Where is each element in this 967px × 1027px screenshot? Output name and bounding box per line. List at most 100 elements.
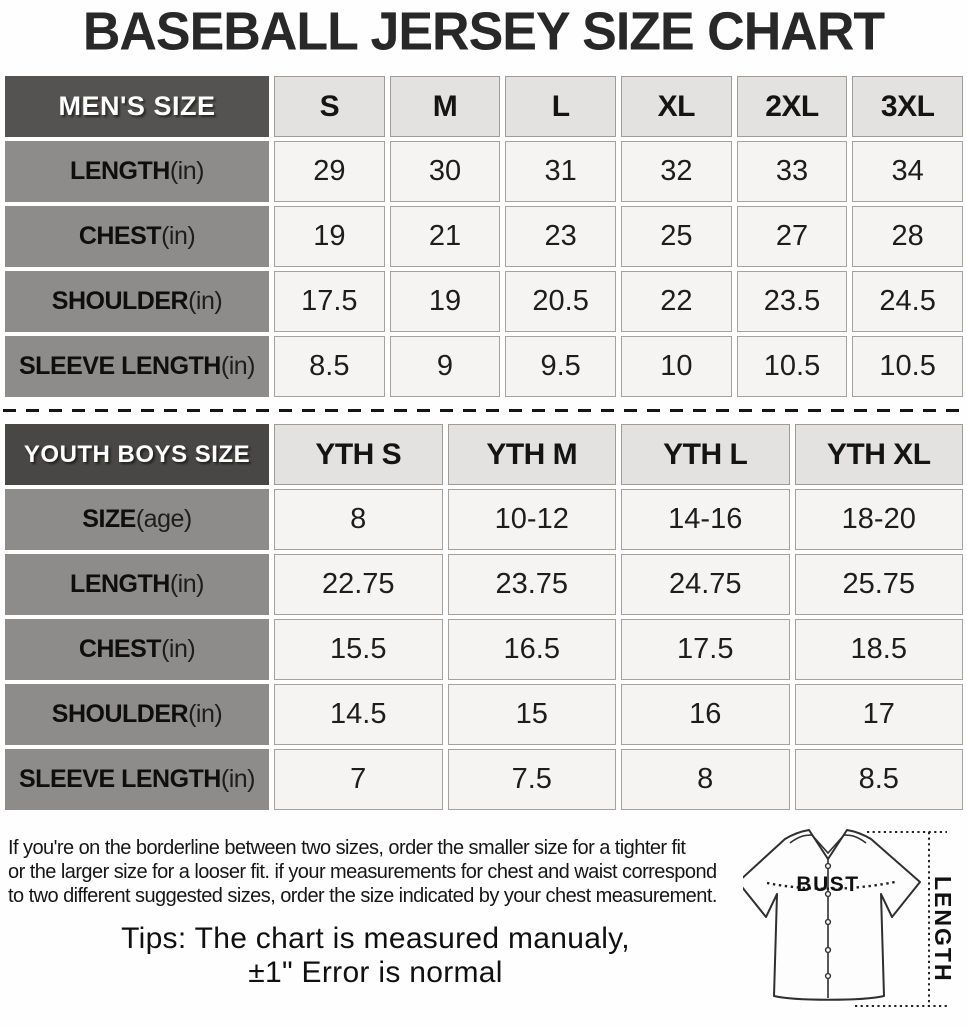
page-title: BASEBALL JERSEY SIZE CHART xyxy=(82,2,885,62)
mens-shoulder-3xl: 24.5 xyxy=(852,271,963,332)
youth-row-header-length: LENGTH (in) xyxy=(5,554,269,615)
row-label: SLEEVE LENGTH xyxy=(19,352,221,380)
bust-label: BUST xyxy=(796,873,859,896)
jersey-illustration: BUST LENGTH xyxy=(737,829,956,1007)
youth-length-l: 24.75 xyxy=(621,554,790,615)
youth-size-l: 14-16 xyxy=(621,489,790,550)
mens-col-header-3xl: 3XL xyxy=(852,76,963,137)
note-line-2: or the larger size for a looser fit. if … xyxy=(8,861,717,883)
row-unit: (in) xyxy=(169,570,205,598)
mens-row-header-length: LENGTH (in) xyxy=(5,141,269,202)
youth-chest-xl: 18.5 xyxy=(794,619,963,680)
row-unit: (in) xyxy=(220,765,256,793)
size-note: If you're on the borderline between two … xyxy=(8,826,743,1013)
mens-chest-xl: 25 xyxy=(620,206,732,267)
mens-shoulder-s: 17.5 xyxy=(274,271,385,332)
youth-sleeve-s: 7 xyxy=(274,749,443,810)
dashed-divider xyxy=(3,409,964,412)
youth-shoulder-l: 16 xyxy=(621,684,790,745)
row-label: LENGTH xyxy=(70,570,170,598)
row-unit: (in) xyxy=(188,700,223,728)
youth-length-m: 23.75 xyxy=(447,554,616,615)
mens-sleeve-xl: 10 xyxy=(620,336,732,397)
mens-chest-3xl: 28 xyxy=(852,206,963,267)
mens-length-m: 30 xyxy=(389,141,501,202)
footer-section: If you're on the borderline between two … xyxy=(0,810,967,1013)
youth-row-header-size: SIZE (age) xyxy=(5,489,269,550)
bust-dotted-line xyxy=(766,880,896,890)
mens-shoulder-m: 19 xyxy=(389,271,501,332)
left-sleeve-seam xyxy=(765,893,778,918)
mens-shoulder-l: 20.5 xyxy=(505,271,616,332)
mens-sleeve-s: 8.5 xyxy=(274,336,385,397)
length-dimension-lines xyxy=(855,831,947,1007)
youth-chest-s: 15.5 xyxy=(274,619,443,680)
note-line-1: If you're on the borderline between two … xyxy=(8,837,686,859)
youth-col-header-xl: YTH XL xyxy=(794,424,963,485)
youth-sleeve-xl: 8.5 xyxy=(794,749,963,810)
row-label: SHOULDER xyxy=(51,287,189,315)
mens-shoulder-xl: 22 xyxy=(620,271,732,332)
mens-col-header-s: S xyxy=(274,76,385,137)
row-unit: (in) xyxy=(161,222,196,250)
mens-col-header-xl: XL xyxy=(620,76,732,137)
mens-sleeve-l: 9.5 xyxy=(505,336,616,397)
mens-chest-2xl: 27 xyxy=(736,206,848,267)
youth-shoulder-m: 15 xyxy=(447,684,616,745)
youth-shoulder-s: 14.5 xyxy=(274,684,443,745)
mens-length-s: 29 xyxy=(274,141,385,202)
mens-sleeve-3xl: 10.5 xyxy=(852,336,963,397)
youth-size-s: 8 xyxy=(274,489,443,550)
mens-length-l: 31 xyxy=(505,141,616,202)
youth-sleeve-m: 7.5 xyxy=(447,749,616,810)
youth-row-header-chest: CHEST (in) xyxy=(5,619,269,680)
tips-line-2: ±1" Error is normal xyxy=(248,956,503,989)
youth-shoulder-xl: 17 xyxy=(794,684,963,745)
youth-row-header-sleeve-length: SLEEVE LENGTH (in) xyxy=(5,749,269,810)
length-label: LENGTH xyxy=(930,876,956,983)
mens-chest-l: 23 xyxy=(505,206,616,267)
mens-col-header-m: M xyxy=(389,76,501,137)
right-sleeve-seam xyxy=(880,893,893,918)
mens-row-header-chest: CHEST (in) xyxy=(5,206,269,267)
note-line-3: to two different suggested sizes, order … xyxy=(8,885,717,907)
youth-size-xl: 18-20 xyxy=(794,489,963,550)
row-unit: (in) xyxy=(169,157,205,185)
mens-col-header-2xl: 2XL xyxy=(736,76,848,137)
row-label: CHEST xyxy=(78,635,162,663)
mens-length-xl: 32 xyxy=(620,141,732,202)
youth-length-s: 22.75 xyxy=(274,554,443,615)
row-unit: (in) xyxy=(188,287,223,315)
tips-line-1: Tips: The chart is measured manualy, xyxy=(121,922,630,955)
mens-sleeve-2xl: 10.5 xyxy=(736,336,848,397)
mens-chest-s: 19 xyxy=(274,206,385,267)
youth-size-m: 10-12 xyxy=(447,489,616,550)
youth-chest-m: 16.5 xyxy=(447,619,616,680)
mens-length-2xl: 33 xyxy=(736,141,848,202)
row-label: CHEST xyxy=(78,222,162,250)
row-label: SLEEVE LENGTH xyxy=(19,765,221,793)
youth-row-header-shoulder: SHOULDER (in) xyxy=(5,684,269,745)
youth-col-header-s: YTH S xyxy=(274,424,443,485)
collar-line xyxy=(789,834,867,855)
jersey-body-outline xyxy=(737,829,921,1001)
youth-sleeve-l: 8 xyxy=(621,749,790,810)
row-unit: (age) xyxy=(135,505,192,533)
jersey-measurement-diagram: BUST LENGTH xyxy=(737,826,965,1013)
mens-sleeve-m: 9 xyxy=(389,336,501,397)
youth-table-title: YOUTH BOYS SIZE xyxy=(5,424,269,485)
mens-shoulder-2xl: 23.5 xyxy=(736,271,848,332)
row-label: LENGTH xyxy=(70,157,170,185)
youth-col-header-l: YTH L xyxy=(621,424,790,485)
mens-table-title: MEN'S SIZE xyxy=(5,76,269,137)
row-label: SIZE xyxy=(82,505,136,533)
row-label: SHOULDER xyxy=(51,700,189,728)
youth-chest-l: 17.5 xyxy=(621,619,790,680)
mens-row-header-sleeve-length: SLEEVE LENGTH (in) xyxy=(5,336,269,397)
youth-size-table: YOUTH BOYS SIZE YTH S YTH M YTH L YTH XL… xyxy=(5,424,963,810)
mens-length-3xl: 34 xyxy=(852,141,963,202)
row-unit: (in) xyxy=(161,635,196,663)
tips-note: Tips: The chart is measured manualy, ±1"… xyxy=(8,922,743,990)
mens-chest-m: 21 xyxy=(389,206,501,267)
